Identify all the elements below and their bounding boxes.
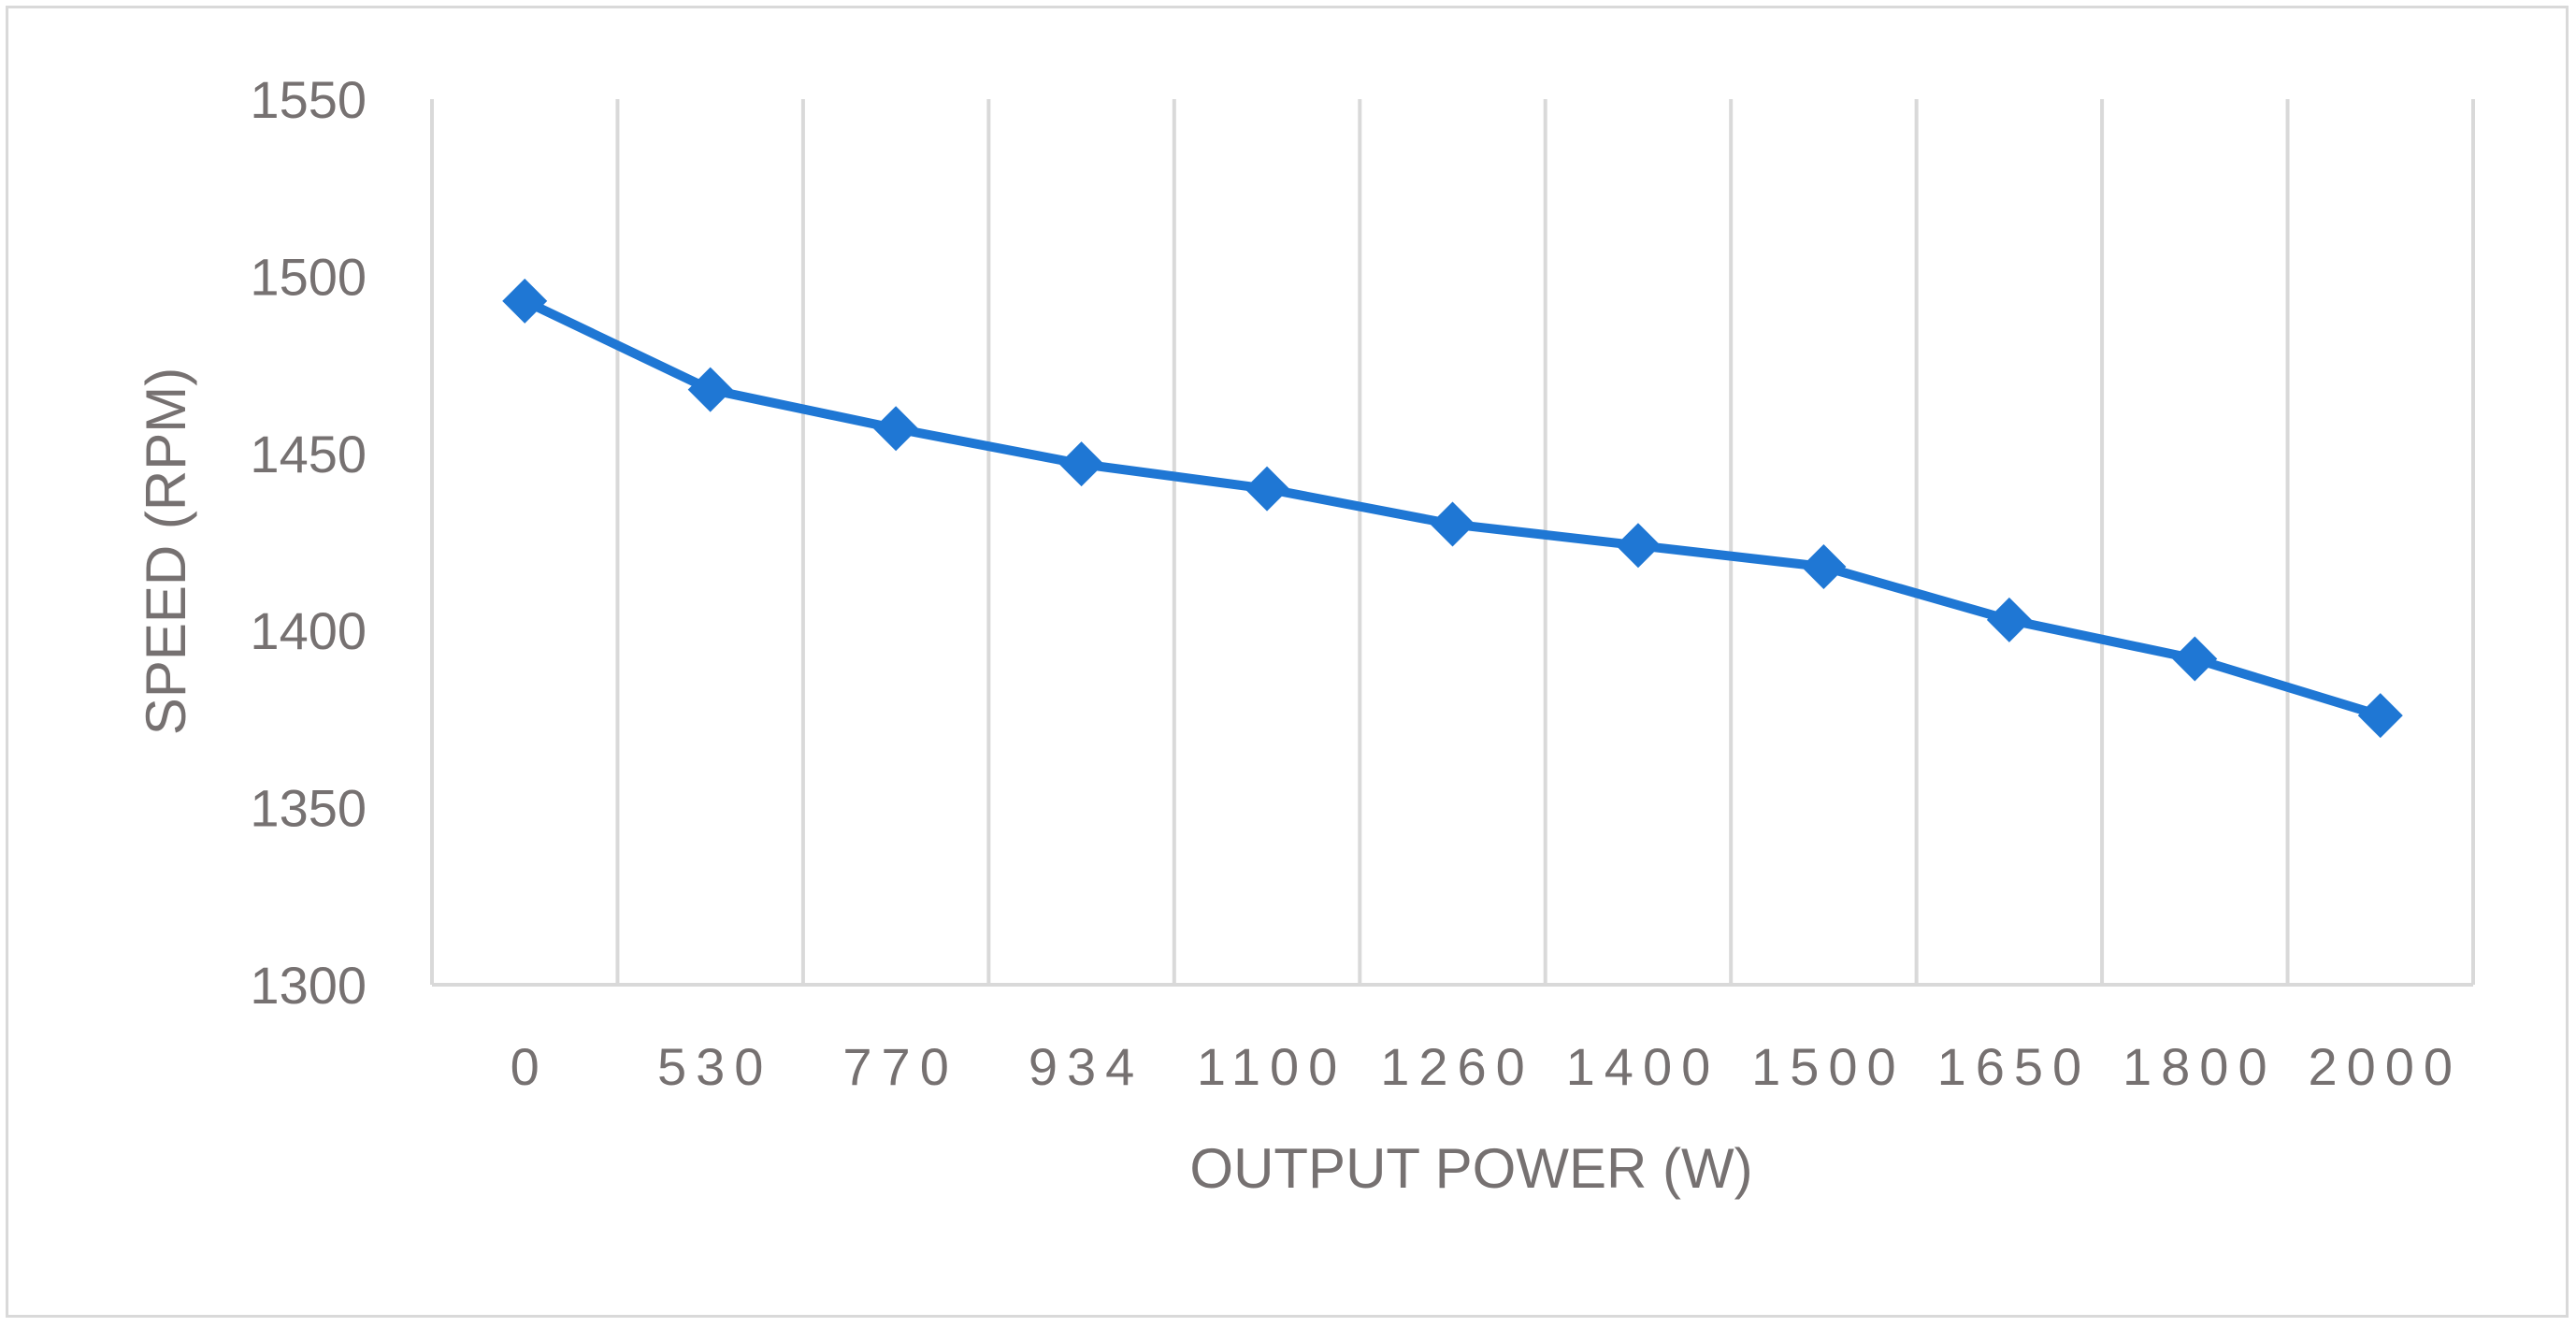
data-point-marker xyxy=(1430,501,1475,547)
data-point-marker xyxy=(1058,441,1104,487)
y-tick-labels: 1300 1350 1400 1450 1500 1550 xyxy=(250,70,367,1015)
x-tick-label: 1400 xyxy=(1566,1037,1720,1096)
x-tick-label: 934 xyxy=(1029,1037,1144,1096)
x-tick-label: 0 xyxy=(511,1037,549,1096)
x-tick-labels: 0 530 770 934 1100 1260 1400 1500 1650 1800 2000 xyxy=(511,1037,2462,1096)
data-point-marker xyxy=(1615,523,1661,569)
x-tick-label: 2000 xyxy=(2308,1037,2462,1096)
y-tick-label: 1350 xyxy=(250,779,367,838)
y-tick-label: 1500 xyxy=(250,247,367,306)
y-tick-label: 1450 xyxy=(250,425,367,483)
grid-lines xyxy=(430,99,2475,985)
x-tick-label: 1100 xyxy=(1197,1037,1346,1096)
x-tick-label: 530 xyxy=(657,1037,772,1096)
data-point-marker xyxy=(502,278,548,324)
x-tick-label: 1500 xyxy=(1751,1037,1906,1096)
data-point-marker xyxy=(2357,693,2403,739)
data-point-marker xyxy=(687,367,733,412)
x-tick-label: 1650 xyxy=(1937,1037,2092,1096)
x-tick-label: 1800 xyxy=(2123,1037,2277,1096)
x-tick-label: 770 xyxy=(842,1037,957,1096)
y-tick-label: 1400 xyxy=(250,601,367,660)
series-speed xyxy=(502,278,2403,739)
data-point-marker xyxy=(2172,636,2218,682)
data-point-marker xyxy=(1801,544,1847,590)
data-point-marker xyxy=(873,406,919,452)
x-axis-title: OUTPUT POWER (W) xyxy=(1189,1137,1752,1200)
data-point-marker xyxy=(1245,466,1290,512)
x-tick-label: 1260 xyxy=(1380,1037,1534,1096)
y-tick-label: 1550 xyxy=(250,70,367,129)
y-tick-label: 1300 xyxy=(250,956,367,1015)
y-axis-title: SPEED (RPM) xyxy=(135,368,197,735)
data-point-marker xyxy=(1986,597,2032,642)
